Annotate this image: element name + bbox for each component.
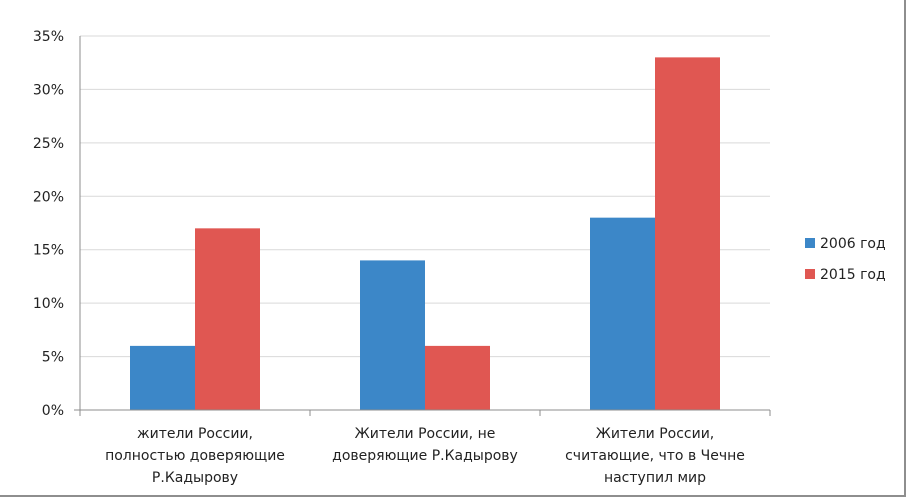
bar-2015-год-2 (655, 57, 720, 410)
y-axis-ticks: 0% 5% 10% 15% 20% 25% 30% 35% (33, 29, 64, 419)
legend-label: 2015 год (820, 267, 886, 283)
bar-2006-год-1 (360, 260, 425, 410)
category-label: жители России, (137, 426, 253, 442)
legend-swatch-0 (805, 238, 815, 248)
legend-swatch-1 (805, 269, 815, 279)
y-tick-label: 35% (33, 29, 64, 45)
bars (130, 57, 720, 410)
category-label: Жители России, (596, 426, 715, 442)
y-tick-label: 0% (42, 403, 64, 419)
category-label: считающие, что в Чечне (565, 448, 745, 464)
category-label: полностью доверяющие (105, 448, 285, 464)
bar-2006-год-0 (130, 345, 195, 410)
y-tick-label: 5% (42, 350, 64, 366)
category-label: доверяющие Р.Кадырову (332, 448, 518, 464)
legend: 2006 год 2015 год (805, 236, 886, 283)
y-tick-label: 30% (33, 82, 64, 98)
category-label: Р.Кадырову (152, 470, 238, 486)
category-label: Жители России, не (355, 426, 496, 442)
y-tick-label: 10% (33, 296, 64, 312)
axes (74, 36, 771, 416)
y-tick-label: 20% (33, 189, 64, 205)
legend-label: 2006 год (820, 236, 886, 252)
bar-2015-год-0 (195, 228, 260, 410)
category-labels: жители России, полностью доверяющие Р.Кады… (105, 426, 745, 486)
bar-2006-год-2 (590, 217, 655, 410)
bar-2015-год-1 (425, 345, 490, 410)
y-tick-label: 15% (33, 243, 64, 259)
category-label: наступил мир (604, 470, 706, 486)
y-tick-label: 25% (33, 136, 64, 152)
